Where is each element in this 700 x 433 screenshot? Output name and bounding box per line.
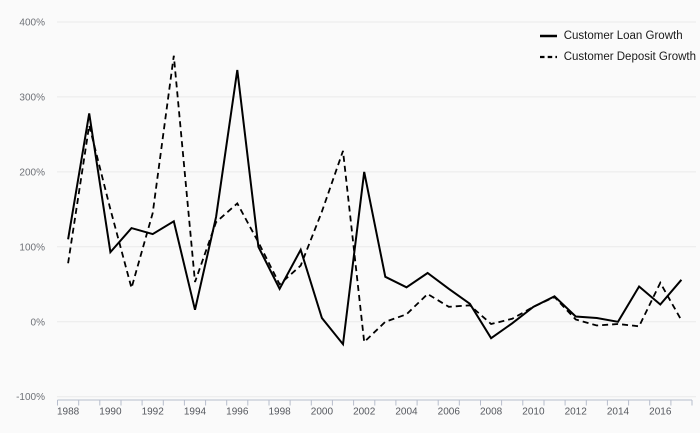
x-tick-label: 1988	[57, 407, 80, 418]
y-tick-label: 400%	[19, 18, 45, 29]
x-tick-label: 1992	[142, 407, 165, 418]
x-tick-label: 2006	[438, 407, 461, 418]
x-tick-label: 2002	[353, 407, 376, 418]
y-tick-label: -100%	[16, 392, 45, 403]
y-tick-label: 200%	[19, 167, 45, 178]
x-tick-label: 2010	[522, 407, 545, 418]
x-tick-label: 1998	[268, 407, 291, 418]
y-tick-label: 0%	[31, 317, 46, 328]
x-tick-label: 2004	[395, 407, 418, 418]
legend-label-loan-growth: Customer Loan Growth	[563, 29, 683, 42]
y-tick-label: 100%	[19, 242, 45, 253]
legend-label-deposit-growth: Customer Deposit Growth	[563, 50, 696, 63]
legend-item-loan-growth: Customer Loan Growth	[539, 25, 696, 46]
chart-legend: Customer Loan Growth Customer Deposit Gr…	[539, 25, 696, 67]
x-tick-label: 1996	[226, 407, 249, 418]
x-tick-label: 2012	[565, 407, 588, 418]
x-tick-label: 2008	[480, 407, 503, 418]
x-tick-label: 1990	[99, 407, 122, 418]
x-tick-label: 2000	[311, 407, 334, 418]
x-tick-label: 2014	[607, 407, 630, 418]
x-tick-label: 2016	[649, 407, 672, 418]
dashed-line-marker	[539, 55, 557, 58]
legend-item-deposit-growth: Customer Deposit Growth	[539, 46, 696, 67]
loan-growth-line	[67, 69, 683, 347]
x-tick-label: 1994	[184, 407, 207, 418]
y-tick-label: 300%	[19, 92, 45, 103]
deposit-growth-line	[67, 55, 683, 344]
solid-line-marker	[539, 34, 557, 37]
